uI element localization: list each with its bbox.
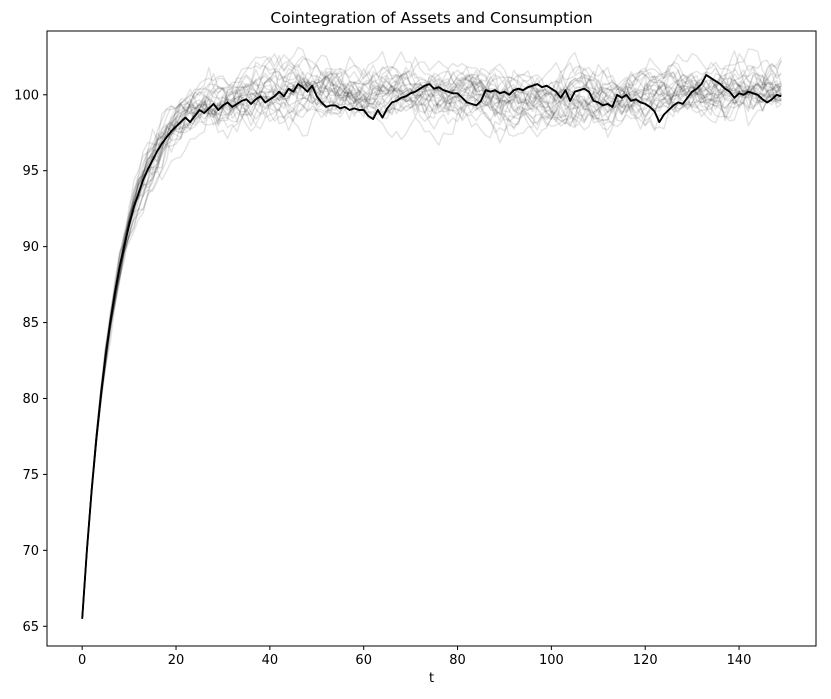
ensemble-path xyxy=(81,46,782,619)
x-tick-label: 80 xyxy=(449,653,466,668)
ensemble-path xyxy=(81,56,782,619)
ensemble-path xyxy=(81,73,782,619)
x-tick-label: 140 xyxy=(727,653,752,668)
ensemble-path xyxy=(81,56,782,619)
ensemble-path xyxy=(81,71,782,619)
chart-title: Cointegration of Assets and Consumption xyxy=(270,9,593,27)
y-tick-label: 75 xyxy=(22,468,39,483)
x-tick-label: 60 xyxy=(355,653,372,668)
y-tick-label: 70 xyxy=(22,544,39,559)
ensemble-path xyxy=(81,50,782,619)
ensemble-path xyxy=(81,51,782,619)
y-tick-label: 80 xyxy=(22,392,39,407)
ensemble-path xyxy=(81,69,782,619)
ensemble-path xyxy=(81,63,782,619)
ensemble-path xyxy=(81,53,782,619)
ensemble-path xyxy=(81,70,782,619)
ensemble-path xyxy=(81,79,782,619)
x-tick-label: 20 xyxy=(168,653,185,668)
ensemble-path xyxy=(81,64,782,619)
ensemble-path xyxy=(81,54,782,619)
ensemble-path xyxy=(81,64,782,619)
ensemble-path xyxy=(81,55,782,619)
ensemble-path xyxy=(81,72,782,619)
highlighted-path xyxy=(81,74,782,619)
y-tick-label: 95 xyxy=(22,164,39,179)
ensemble-path xyxy=(81,50,782,619)
ensemble-path xyxy=(81,71,782,619)
axes-frame xyxy=(46,30,817,647)
y-tick-label: 100 xyxy=(14,88,39,103)
ensemble-path xyxy=(81,72,782,619)
ensemble-path xyxy=(81,53,782,619)
ensemble-path xyxy=(81,52,782,619)
ensemble-path xyxy=(81,59,782,619)
ensemble-path xyxy=(81,54,782,619)
y-tick-label: 90 xyxy=(22,240,39,255)
x-tick-label: 0 xyxy=(78,653,86,668)
x-tick-label: 40 xyxy=(262,653,279,668)
ensemble-path xyxy=(81,48,782,619)
y-tick-label: 85 xyxy=(22,316,39,331)
y-tick-label: 65 xyxy=(22,620,39,635)
ensemble-path xyxy=(81,59,782,619)
x-tick-label: 120 xyxy=(633,653,658,668)
ensemble-path xyxy=(81,67,782,619)
x-axis-label: t xyxy=(428,671,435,686)
x-tick-label: 100 xyxy=(539,653,564,668)
ensemble-path xyxy=(81,62,782,619)
ensemble-path xyxy=(81,55,782,619)
